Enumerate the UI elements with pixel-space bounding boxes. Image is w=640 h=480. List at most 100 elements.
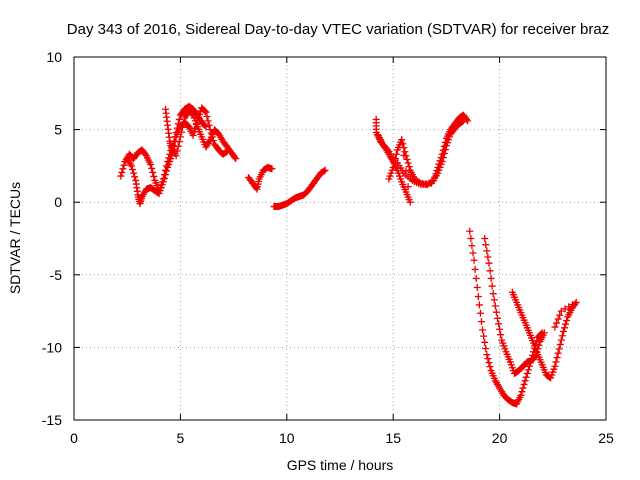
data-point [159, 178, 167, 186]
data-point [192, 121, 200, 129]
data-point [148, 164, 156, 172]
data-point [175, 115, 183, 123]
data-points [117, 102, 580, 408]
data-point [467, 235, 475, 242]
data-point [553, 354, 561, 362]
data-point [405, 163, 413, 171]
data-point [559, 327, 567, 335]
data-point [478, 318, 486, 326]
data-point [430, 176, 438, 184]
data-point [554, 315, 562, 323]
data-point [202, 123, 210, 131]
data-point [481, 235, 489, 242]
y-tick-label: -15 [42, 412, 62, 428]
data-point [163, 167, 171, 175]
data-point [321, 166, 329, 174]
series-track-5 [270, 166, 329, 211]
y-tick-label: 5 [54, 122, 62, 138]
data-point [437, 154, 445, 162]
y-tick-label: -10 [42, 339, 62, 355]
data-point [483, 247, 491, 255]
data-point [440, 142, 448, 150]
series-track-8 [398, 111, 472, 189]
data-point [441, 138, 449, 146]
data-point [432, 170, 440, 178]
data-point [557, 336, 565, 344]
data-point [490, 296, 498, 304]
data-point [485, 259, 493, 267]
data-point [398, 136, 406, 144]
data-point [171, 133, 179, 141]
data-point [438, 150, 446, 158]
data-point [558, 332, 566, 340]
data-point [201, 122, 209, 130]
data-point [475, 301, 483, 309]
y-tick-label: 0 [54, 194, 62, 210]
data-point [127, 162, 135, 170]
x-tick-label: 0 [70, 430, 78, 446]
data-point [190, 128, 198, 136]
data-point [191, 124, 199, 132]
tick-labels: 0 5 10 15 20 25 10 5 0 -5 -10 -15 [42, 49, 614, 446]
data-point [523, 370, 531, 378]
x-tick-label: 20 [492, 430, 508, 446]
data-point [207, 129, 215, 137]
data-point [484, 253, 492, 261]
data-point [474, 293, 482, 301]
data-point [231, 153, 239, 161]
data-point [435, 160, 443, 168]
data-point [489, 290, 497, 298]
data-point [495, 320, 503, 328]
data-point [556, 340, 564, 348]
data-point [551, 323, 559, 331]
data-point [320, 167, 328, 175]
plot-frame [73, 56, 607, 421]
data-point [521, 377, 529, 385]
data-point [119, 165, 127, 173]
data-point [556, 311, 564, 319]
data-point [428, 178, 436, 186]
data-point [517, 391, 525, 399]
data-point [485, 359, 493, 367]
data-point [562, 320, 570, 328]
data-point [497, 331, 505, 339]
data-point [519, 384, 527, 392]
data-point [568, 301, 576, 309]
data-point [129, 166, 137, 174]
data-point [491, 302, 499, 310]
data-point [268, 165, 276, 173]
x-tick-label: 25 [598, 430, 614, 446]
data-point [431, 173, 439, 181]
data-point [484, 355, 492, 363]
data-point [486, 267, 494, 275]
data-point [141, 150, 149, 158]
data-point [557, 307, 565, 315]
data-point [385, 175, 393, 183]
data-point [130, 169, 138, 177]
data-point [561, 305, 569, 313]
data-point [202, 108, 210, 116]
data-point [555, 345, 563, 353]
data-point [482, 344, 490, 352]
y-tick-label: -5 [50, 267, 63, 283]
data-point [464, 117, 472, 125]
data-point [223, 147, 231, 155]
data-point [535, 341, 543, 349]
data-point [131, 173, 139, 181]
x-tick-label: 15 [385, 430, 401, 446]
data-point [482, 241, 490, 249]
data-point [189, 131, 197, 139]
data-point [149, 168, 157, 176]
data-point [252, 184, 260, 192]
data-point [463, 115, 471, 123]
data-point [476, 309, 484, 317]
data-point [206, 126, 214, 134]
data-point [468, 242, 476, 250]
data-point [471, 265, 479, 273]
series-track-9 [466, 227, 546, 408]
data-point [487, 274, 495, 282]
data-point [520, 380, 528, 388]
data-point [554, 349, 562, 357]
data-point [172, 129, 180, 137]
